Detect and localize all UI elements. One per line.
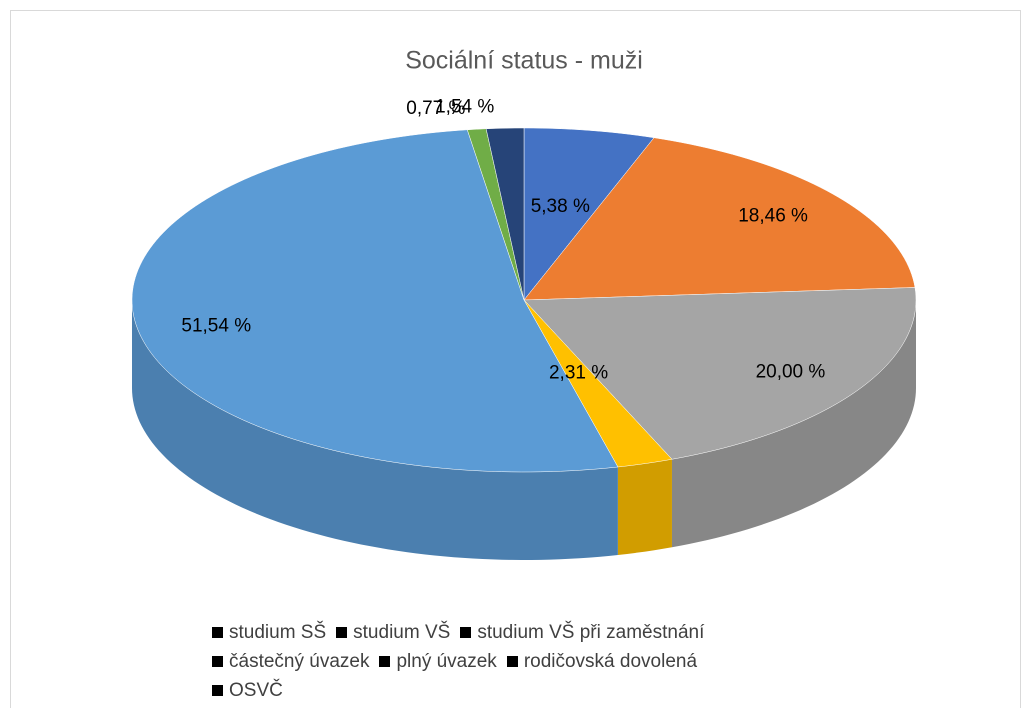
legend-label: částečný úvazek: [229, 651, 370, 672]
legend-item: studium VŠ: [336, 618, 450, 647]
legend-item: částečný úvazek: [212, 647, 369, 676]
legend: studium SŠ studium VŠ studium VŠ při zaměs…: [212, 618, 872, 705]
legend-label: studium SŠ: [229, 622, 327, 643]
data-label: 18,46 %: [738, 205, 808, 226]
chart-border: [10, 10, 1021, 708]
legend-swatch: [336, 627, 348, 638]
legend-label: OSVČ: [229, 680, 283, 701]
legend-swatch: [212, 656, 223, 667]
pie-slice-side: [671, 300, 916, 548]
pie-slice: [523, 137, 916, 301]
data-label: 5,38 %: [531, 196, 590, 217]
data-label: 2,31 %: [549, 363, 608, 384]
legend-swatch: [460, 627, 472, 638]
pie-slice: [131, 129, 619, 473]
legend-item: studium SŠ: [212, 618, 326, 647]
legend-label: studium VŠ při zaměstnání: [477, 622, 705, 643]
data-label: 51,54 %: [181, 315, 251, 336]
legend-label: studium VŠ: [353, 622, 451, 643]
data-label: 0,77 %: [406, 98, 465, 119]
legend-label: rodičovská dovolená: [523, 651, 698, 672]
data-label: 1,54 %: [435, 97, 494, 118]
legend-item: OSVČ: [212, 676, 283, 705]
legend-label: plný úvazek: [396, 651, 497, 672]
pie-slice-side: [617, 459, 672, 555]
pie-slice: [523, 299, 673, 468]
legend-item: rodičovská dovolená: [506, 647, 698, 676]
pie-slice: [523, 287, 917, 460]
pie-slice: [523, 127, 655, 301]
legend-swatch: [212, 685, 223, 696]
legend-swatch: [212, 627, 223, 638]
legend-item: studium VŠ při zaměstnání: [460, 618, 704, 647]
pie-slice: [485, 127, 525, 301]
legend-item: plný úvazek: [379, 647, 497, 676]
chart-title: Sociální status - muži: [405, 47, 643, 75]
pie-slice-side: [132, 300, 618, 560]
data-label: 20,00 %: [756, 362, 826, 383]
legend-swatch: [506, 656, 518, 667]
legend-swatch: [379, 656, 391, 667]
